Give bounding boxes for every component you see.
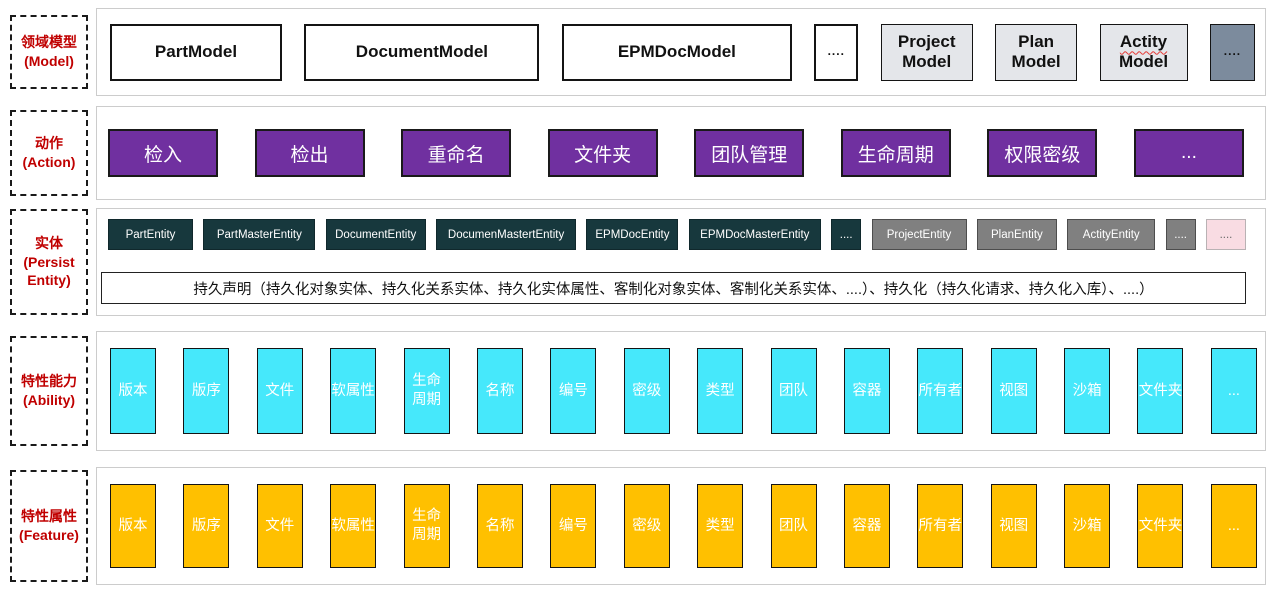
ability-box: 沙箱 — [1064, 348, 1111, 434]
feature-row: 特性属性 (Feature) 版本 版序 文件 软属性 生命 周期 名称 编号 密级 类型 团队容… — [10, 467, 1266, 585]
action-box: 检入 — [108, 129, 218, 177]
model-box: PartModel — [110, 23, 282, 81]
entity-chip: .... — [831, 219, 862, 250]
ability-box: 版序 — [183, 348, 230, 434]
entity-chip: .... — [1165, 219, 1196, 250]
model-box: Plan Model — [995, 23, 1078, 81]
model-section: PartModel DocumentModel EPMDocModel.... Pro… — [96, 8, 1266, 96]
feature-box: 版序 — [183, 484, 230, 568]
entity-chip-strip: PartEntity PartMasterEntity DocumentEntity… — [97, 219, 1265, 250]
ability-row: 特性能力 (Ability) 版本 版序 文件 软属性 生命 周期 名称 编号 密级 类型 团队容… — [10, 331, 1266, 451]
row-label-ability: 特性能力 (Ability) — [10, 336, 88, 446]
entity-chip: ActityEntity — [1067, 219, 1156, 250]
action-box: 文件夹 — [547, 129, 658, 177]
entity-row: 实体 (Persist Entity) PartEntity PartMaster… — [10, 208, 1266, 316]
ability-section: 版本 版序 文件 软属性 生命 周期 名称 编号 密级 类型 团队 容器 所有者 视图 沙箱 文件夹... — [96, 331, 1266, 451]
ability-box: 版本 — [110, 348, 156, 434]
entity-section: PartEntity PartMasterEntity DocumentEntity… — [96, 208, 1266, 316]
model-box-line: Model — [1118, 52, 1169, 71]
ability-box: 软属性 — [330, 348, 377, 434]
entity-chip: DocumenMastertEntity — [436, 219, 577, 250]
ability-box: 所有者 — [917, 348, 964, 434]
feature-box: 容器 — [843, 484, 890, 568]
ability-box: 类型 — [697, 348, 744, 434]
entity-chip: PlanEntity — [976, 219, 1057, 250]
feature-box: 生命 周期 — [403, 484, 450, 568]
feature-box: 版本 — [110, 484, 156, 568]
feature-box: 所有者 — [917, 484, 964, 568]
feature-box: 密级 — [623, 484, 670, 568]
ability-box: 密级 — [623, 348, 670, 434]
feature-box: 文件 — [256, 484, 303, 568]
row-label-model: 领域模型 (Model) — [10, 15, 88, 89]
action-box: 权限密级 — [987, 129, 1098, 177]
entity-chip: EPMDocMasterEntity — [688, 219, 821, 250]
action-box: 检出 — [254, 129, 365, 177]
entity-chip: EPMDocEntity — [586, 219, 679, 250]
misspelled-word: Actity — [1119, 32, 1168, 52]
ability-box: 容器 — [843, 348, 890, 434]
action-box: ... — [1133, 129, 1244, 177]
persist-statement: 持久声明（持久化对象实体、持久化关系实体、持久化实体属性、客制化对象实体、客制化… — [101, 272, 1246, 304]
entity-chip: PartEntity — [108, 219, 193, 250]
entity-chip: PartMasterEntity — [203, 219, 316, 250]
feature-box: 视图 — [990, 484, 1037, 568]
model-box: EPMDocModel — [561, 23, 792, 81]
ability-box: 名称 — [476, 348, 523, 434]
feature-box: ... — [1210, 484, 1257, 568]
model-row: 领域模型 (Model) PartModel DocumentModel EPMDo… — [10, 8, 1266, 96]
model-box: Project Model — [880, 23, 973, 81]
row-label-feature: 特性属性 (Feature) — [10, 470, 88, 582]
model-box: .... — [1209, 23, 1255, 81]
ability-box: 视图 — [990, 348, 1037, 434]
ability-box: 文件 — [256, 348, 303, 434]
feature-box: 沙箱 — [1064, 484, 1111, 568]
feature-box: 软属性 — [330, 484, 377, 568]
feature-box: 编号 — [550, 484, 597, 568]
entity-chip: ProjectEntity — [871, 219, 967, 250]
entity-chip: .... — [1205, 219, 1246, 250]
feature-box: 类型 — [697, 484, 744, 568]
model-box: .... — [814, 23, 859, 81]
feature-box: 团队 — [770, 484, 817, 568]
model-box: Actity Model — [1099, 23, 1188, 81]
ability-box: 编号 — [550, 348, 597, 434]
feature-box: 文件夹 — [1137, 484, 1184, 568]
model-box: DocumentModel — [304, 23, 540, 81]
action-section: 检入 检出 重命名 文件夹 团队管理 生命周期 权限密级... — [96, 106, 1266, 200]
ability-box: 生命 周期 — [403, 348, 450, 434]
action-box: 重命名 — [401, 129, 512, 177]
row-label-entity: 实体 (Persist Entity) — [10, 209, 88, 315]
entity-chip: DocumentEntity — [325, 219, 426, 250]
ability-box: ... — [1210, 348, 1257, 434]
ability-box: 文件夹 — [1137, 348, 1184, 434]
row-label-action: 动作 (Action) — [10, 110, 88, 196]
action-row: 动作 (Action) 检入 检出 重命名 文件夹 团队管理 生命周期 权限密级... — [10, 106, 1266, 200]
action-box: 生命周期 — [840, 129, 951, 177]
action-box: 团队管理 — [694, 129, 805, 177]
feature-box: 名称 — [476, 484, 523, 568]
ability-box: 团队 — [770, 348, 817, 434]
feature-section: 版本 版序 文件 软属性 生命 周期 名称 编号 密级 类型 团队 容器 所有者 视图 沙箱 文件夹... — [96, 467, 1266, 585]
